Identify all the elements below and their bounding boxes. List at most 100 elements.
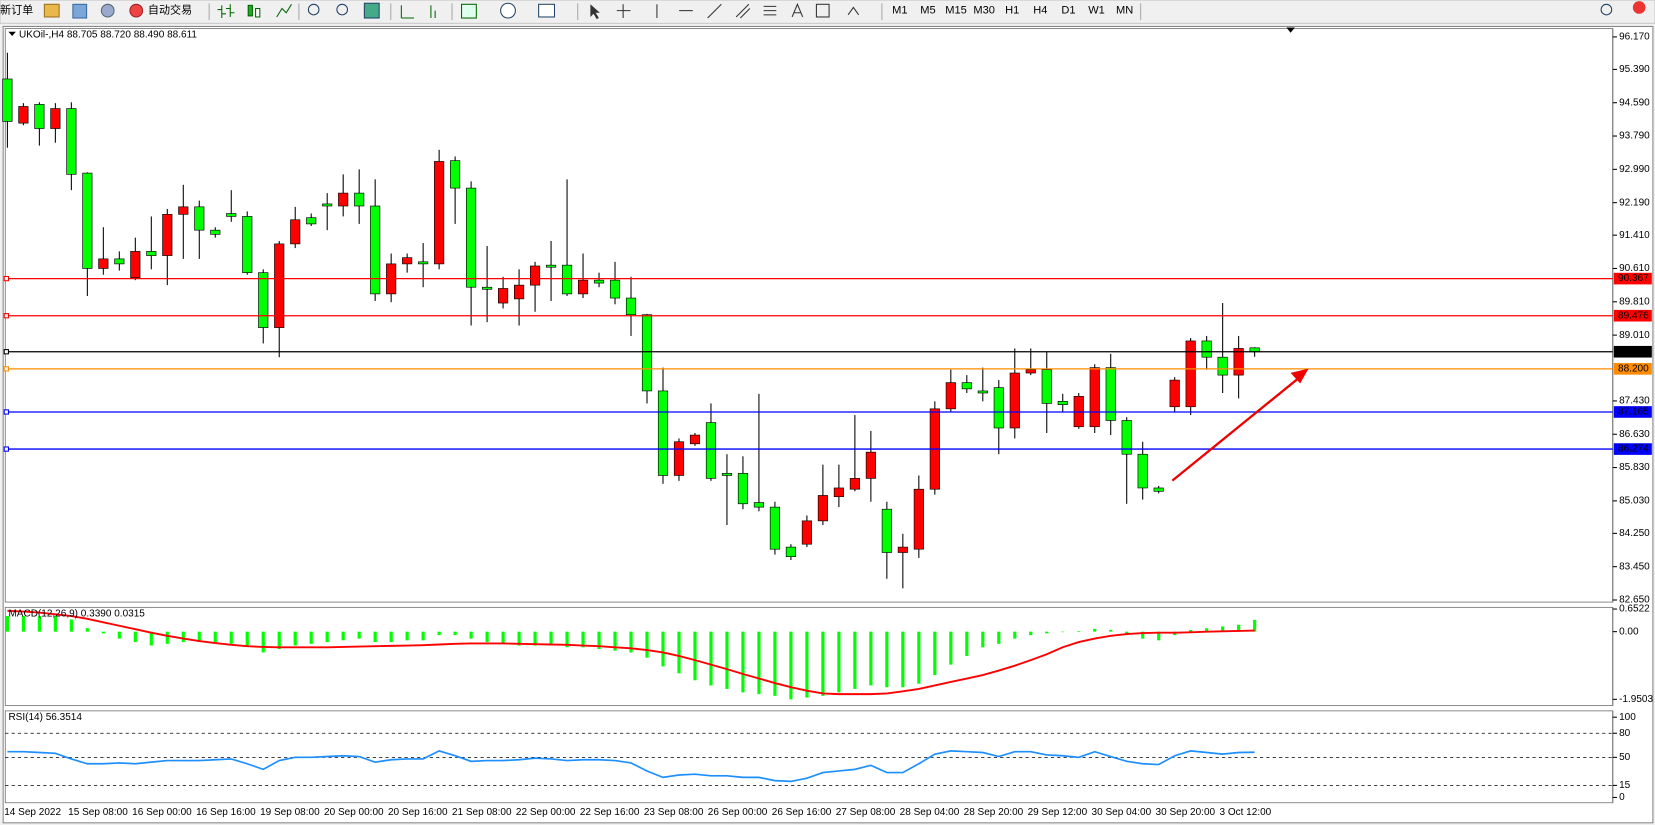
macd-histogram-bar xyxy=(101,631,105,634)
cursor-icon[interactable] xyxy=(590,4,600,20)
candle-body xyxy=(737,473,749,505)
level-label: 87.165 xyxy=(1618,407,1649,418)
macd-histogram-bar xyxy=(1013,631,1017,639)
level-label: 89.476 xyxy=(1618,310,1649,321)
label-icon[interactable] xyxy=(815,3,830,18)
y-tick-label: 95.390 xyxy=(1619,64,1650,75)
text-icon[interactable] xyxy=(791,2,804,18)
candle-body xyxy=(625,297,637,316)
y-tick-label: 91.410 xyxy=(1619,230,1650,241)
icon[interactable] xyxy=(100,3,115,18)
y-tick-label: 86.630 xyxy=(1619,429,1650,440)
macd-histogram-bar xyxy=(117,631,121,639)
macd-histogram-bar xyxy=(1189,629,1193,632)
scroll-icon[interactable] xyxy=(400,5,415,19)
macd-histogram-bar xyxy=(501,631,505,644)
timeframe-button[interactable]: W1 xyxy=(1088,5,1105,17)
candle-body xyxy=(1089,367,1100,428)
macd-histogram-bar xyxy=(853,631,857,689)
fibo-icon[interactable] xyxy=(763,5,777,16)
icon[interactable] xyxy=(43,3,60,18)
timeframe-button[interactable]: MN xyxy=(1116,5,1133,17)
y-tick-label: 85.030 xyxy=(1619,496,1650,507)
macd-histogram-bar xyxy=(245,631,249,646)
candle-body xyxy=(865,451,876,479)
candle-body xyxy=(1185,340,1196,408)
trendline-icon[interactable] xyxy=(707,3,722,19)
candle-body xyxy=(1233,348,1244,376)
auto-trading-button[interactable]: 自动交易 xyxy=(148,3,192,17)
line-chart-icon[interactable] xyxy=(276,4,292,18)
indicator-icon[interactable] xyxy=(461,3,477,19)
macd-histogram-bar xyxy=(1109,629,1113,632)
notification-icon[interactable] xyxy=(1632,1,1646,14)
candle-body xyxy=(721,473,733,476)
zoom-in-icon[interactable] xyxy=(307,3,320,16)
y-tick-label: 83.450 xyxy=(1619,561,1650,572)
search-icon[interactable] xyxy=(1600,3,1613,16)
bar-chart-icon[interactable] xyxy=(217,4,235,19)
period-icon[interactable] xyxy=(500,2,516,19)
macd-histogram-bar xyxy=(53,616,57,632)
level-handle xyxy=(3,409,9,415)
timeframe-button[interactable]: D1 xyxy=(1061,5,1075,17)
candle-body xyxy=(18,106,29,124)
timeframe-button[interactable]: M5 xyxy=(920,5,935,17)
panel-title: MACD(12,26,9) 0.3390 0.0315 xyxy=(8,608,145,619)
candle-body xyxy=(945,382,956,410)
candle-icon[interactable] xyxy=(255,7,261,18)
level-handle xyxy=(3,366,9,372)
macd-histogram-bar xyxy=(1237,624,1241,632)
y-tick-label: 0 xyxy=(1619,792,1625,803)
y-tick-label: 90.610 xyxy=(1619,263,1650,274)
candle-body xyxy=(689,434,701,445)
x-tick-label: 3 Oct 12:00 xyxy=(1219,807,1271,818)
macd-histogram-bar xyxy=(69,619,73,632)
x-tick-label: 22 Sep 16:00 xyxy=(580,807,640,818)
candle-body xyxy=(593,279,605,284)
macd-histogram-bar xyxy=(661,631,665,667)
x-tick-label: 27 Sep 08:00 xyxy=(836,807,896,818)
channel-icon[interactable] xyxy=(735,3,751,19)
timeframe-button[interactable]: H4 xyxy=(1033,5,1047,17)
macd-histogram-bar xyxy=(485,631,489,643)
icon[interactable] xyxy=(72,3,88,19)
candle-body xyxy=(194,206,205,231)
candle-body xyxy=(881,508,892,553)
arrows-icon[interactable] xyxy=(847,6,860,16)
macd-histogram-bar xyxy=(357,631,361,639)
candle-icon[interactable] xyxy=(247,4,253,17)
x-tick-label: 16 Sep 00:00 xyxy=(132,807,192,818)
candle-body xyxy=(418,261,429,265)
level-label-bg xyxy=(1613,309,1652,322)
level-label-bg xyxy=(1613,272,1652,285)
new-order-button[interactable]: 新订单 xyxy=(0,3,33,17)
x-tick-label: 28 Sep 20:00 xyxy=(964,807,1024,818)
x-tick-label: 15 Sep 08:00 xyxy=(68,807,128,818)
x-tick-label: 16 Sep 16:00 xyxy=(196,807,256,818)
candle-body xyxy=(1137,453,1148,489)
zoom-out-icon[interactable] xyxy=(336,3,349,16)
macd-histogram-bar xyxy=(309,631,313,644)
y-tick-label: -1.9503 xyxy=(1619,694,1653,705)
candle-body xyxy=(466,187,477,288)
macd-histogram-bar xyxy=(821,631,825,696)
timeframe-button[interactable]: M15 xyxy=(945,5,967,17)
shift-icon[interactable] xyxy=(430,5,436,19)
candle-body xyxy=(1217,356,1228,376)
tile-icon[interactable] xyxy=(363,2,380,19)
level-label-bg xyxy=(1613,363,1652,375)
timeframe-button[interactable]: H1 xyxy=(1005,5,1019,17)
macd-histogram-bar xyxy=(165,631,169,644)
x-tick-label: 19 Sep 08:00 xyxy=(260,807,320,818)
y-tick-label: 100 xyxy=(1619,712,1636,723)
crosshair-icon[interactable] xyxy=(616,4,631,19)
auto-trading-icon[interactable] xyxy=(129,3,144,18)
timeframe-button[interactable]: M30 xyxy=(973,5,995,17)
level-handle xyxy=(3,446,9,452)
macd-histogram-bar xyxy=(725,631,729,689)
timeframes: M1 M5 M15 M30 H1 H4 D1 W1 MN xyxy=(892,5,1133,17)
timeframe-button[interactable]: M1 xyxy=(892,5,907,17)
candle-body xyxy=(641,314,653,392)
template-icon[interactable] xyxy=(538,3,556,18)
